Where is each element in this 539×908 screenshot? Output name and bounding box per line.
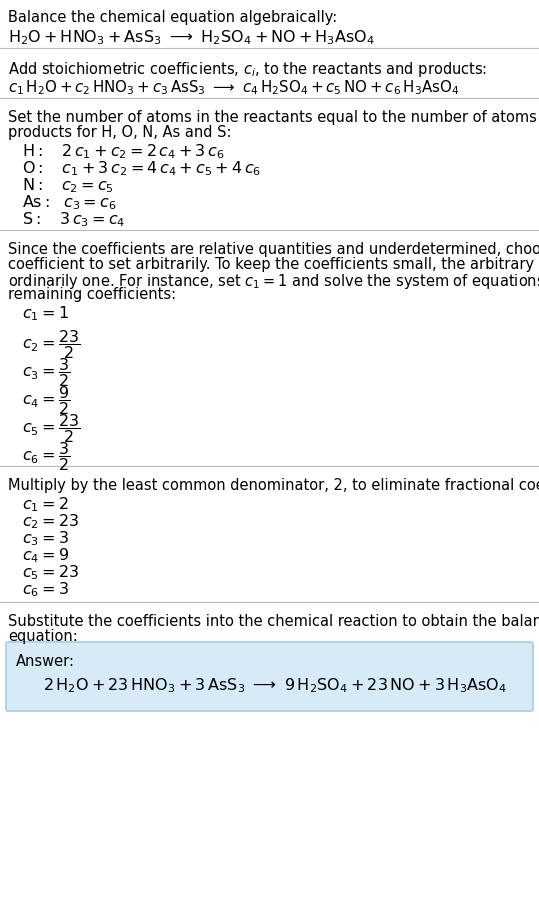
Text: Since the coefficients are relative quantities and underdetermined, choose a: Since the coefficients are relative quan… — [8, 242, 539, 257]
Text: $c_4 = \dfrac{9}{2}$: $c_4 = \dfrac{9}{2}$ — [22, 384, 70, 417]
Text: products for H, O, N, As and S:: products for H, O, N, As and S: — [8, 125, 231, 140]
Text: $c_3 = 3$: $c_3 = 3$ — [22, 529, 69, 548]
Text: $c_1 = 1$: $c_1 = 1$ — [22, 304, 69, 322]
Text: $\mathrm{O{:}}\ \ \ c_1 + 3\,c_2 = 4\,c_4 + c_5 + 4\,c_6$: $\mathrm{O{:}}\ \ \ c_1 + 3\,c_2 = 4\,c_… — [22, 159, 261, 178]
Text: Set the number of atoms in the reactants equal to the number of atoms in the: Set the number of atoms in the reactants… — [8, 110, 539, 125]
Text: Substitute the coefficients into the chemical reaction to obtain the balanced: Substitute the coefficients into the che… — [8, 614, 539, 629]
Text: $\mathrm{As{:}}\ \ c_3 = c_6$: $\mathrm{As{:}}\ \ c_3 = c_6$ — [22, 193, 116, 212]
Text: $c_5 = 23$: $c_5 = 23$ — [22, 563, 79, 582]
Text: $c_3 = \dfrac{3}{2}$: $c_3 = \dfrac{3}{2}$ — [22, 356, 70, 389]
Text: coefficient to set arbitrarily. To keep the coefficients small, the arbitrary va: coefficient to set arbitrarily. To keep … — [8, 257, 539, 272]
Text: $c_1\,\mathrm{H_2O} + c_2\,\mathrm{HNO_3} + c_3\,\mathrm{AsS_3}\ \longrightarrow: $c_1\,\mathrm{H_2O} + c_2\,\mathrm{HNO_3… — [8, 78, 459, 96]
Text: $c_5 = \dfrac{23}{2}$: $c_5 = \dfrac{23}{2}$ — [22, 412, 80, 445]
Text: $c_2 = 23$: $c_2 = 23$ — [22, 512, 79, 530]
Text: $2\,\mathrm{H_2O} + 23\,\mathrm{HNO_3} + 3\,\mathrm{AsS_3}\ \longrightarrow\ 9\,: $2\,\mathrm{H_2O} + 23\,\mathrm{HNO_3} +… — [43, 676, 507, 695]
Text: Add stoichiometric coefficients, $c_i$, to the reactants and products:: Add stoichiometric coefficients, $c_i$, … — [8, 60, 487, 79]
Text: $\mathrm{H_2O + HNO_3 + AsS_3\ \longrightarrow\ H_2SO_4 + NO + H_3AsO_4}$: $\mathrm{H_2O + HNO_3 + AsS_3\ \longrigh… — [8, 28, 375, 46]
Text: $c_4 = 9$: $c_4 = 9$ — [22, 546, 69, 565]
Text: $c_6 = 3$: $c_6 = 3$ — [22, 580, 69, 598]
Text: equation:: equation: — [8, 629, 78, 644]
Text: remaining coefficients:: remaining coefficients: — [8, 287, 176, 302]
FancyBboxPatch shape — [6, 642, 533, 711]
Text: ordinarily one. For instance, set $c_1 = 1$ and solve the system of equations fo: ordinarily one. For instance, set $c_1 =… — [8, 272, 539, 291]
Text: $c_2 = \dfrac{23}{2}$: $c_2 = \dfrac{23}{2}$ — [22, 328, 80, 361]
Text: Balance the chemical equation algebraically:: Balance the chemical equation algebraica… — [8, 10, 337, 25]
Text: $\mathrm{S{:}}\ \ \ 3\,c_3 = c_4$: $\mathrm{S{:}}\ \ \ 3\,c_3 = c_4$ — [22, 210, 126, 229]
Text: Answer:: Answer: — [16, 654, 75, 669]
Text: $c_6 = \dfrac{3}{2}$: $c_6 = \dfrac{3}{2}$ — [22, 440, 70, 473]
Text: $\mathrm{N{:}}\ \ \ c_2 = c_5$: $\mathrm{N{:}}\ \ \ c_2 = c_5$ — [22, 176, 114, 194]
Text: Multiply by the least common denominator, 2, to eliminate fractional coefficient: Multiply by the least common denominator… — [8, 478, 539, 493]
Text: $c_1 = 2$: $c_1 = 2$ — [22, 495, 68, 514]
Text: $\mathrm{H{:}}\ \ \ 2\,c_1 + c_2 = 2\,c_4 + 3\,c_6$: $\mathrm{H{:}}\ \ \ 2\,c_1 + c_2 = 2\,c_… — [22, 142, 225, 161]
